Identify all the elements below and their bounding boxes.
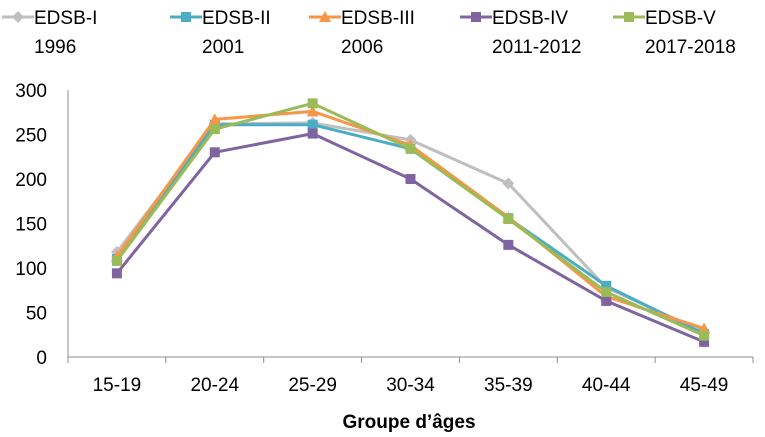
legend-item-edsb-ii: EDSB-II 2001 [170, 8, 271, 58]
y-axis: 0 50 100 150 200 250 300 [15, 81, 69, 369]
legend-label-period: 2017-2018 [645, 37, 736, 58]
x-tick-label: 45-49 [680, 375, 729, 396]
series-line [115, 132, 705, 344]
y-tick-label: 250 [15, 126, 47, 147]
legend-item-edsb-iv: EDSB-IV 2011-2012 [460, 8, 581, 58]
legend-marker [12, 11, 24, 23]
legend-marker [181, 12, 191, 22]
data-point [306, 105, 319, 117]
x-axis-title: Groupe d’âges [342, 412, 475, 433]
y-tick-label: 200 [15, 170, 47, 191]
legend-label: EDSB-I [34, 8, 97, 29]
legend-marker [471, 12, 481, 22]
x-tick-label: 25-29 [288, 375, 337, 396]
legend-label: EDSB-IV [492, 8, 568, 29]
data-point [503, 239, 514, 250]
x-tick-label: 20-24 [190, 375, 239, 396]
data-point [208, 113, 221, 125]
legend: EDSB-I 1996 EDSB-II 2001 EDSB-III 2006 EDSB-IV… [2, 8, 736, 58]
legend-marker [319, 11, 331, 22]
data-point [307, 98, 318, 109]
series-edsb-v [111, 98, 710, 341]
legend-label-period: 2011-2012 [492, 37, 581, 58]
x-tick-label: 30-34 [386, 375, 435, 396]
data-point [209, 147, 220, 158]
y-tick-label: 50 [26, 304, 47, 325]
legend-item-edsb-iii: EDSB-III 2006 [309, 8, 415, 58]
data-point [699, 336, 710, 347]
data-point [405, 143, 416, 154]
series-line [115, 123, 705, 336]
data-point [699, 330, 710, 341]
data-point [601, 295, 612, 306]
legend-item-edsb-v: EDSB-V 2017-2018 [613, 8, 736, 58]
data-point [502, 177, 515, 190]
legend-label: EDSB-III [341, 8, 415, 29]
x-tick-label: 15-19 [93, 375, 142, 396]
x-tick-label: 40-44 [582, 375, 631, 396]
data-point [601, 280, 612, 291]
legend-label-period: 2006 [341, 37, 383, 58]
data-point [111, 268, 122, 279]
y-tick-label: 300 [15, 81, 47, 102]
legend-label-period: 1996 [34, 37, 76, 58]
data-point [503, 214, 514, 225]
plot-area [110, 98, 711, 347]
legend-label-period: 2001 [202, 37, 244, 58]
data-point [111, 255, 122, 266]
legend-marker [624, 12, 634, 22]
legend-label: EDSB-V [645, 8, 716, 29]
data-point [405, 174, 416, 184]
y-tick-label: 0 [36, 348, 47, 369]
data-point [601, 287, 612, 298]
x-tick-label: 35-39 [484, 375, 533, 396]
legend-item-edsb-i: EDSB-I 1996 [2, 8, 97, 58]
series-edsb-iv [111, 128, 710, 347]
data-point [209, 124, 220, 135]
legend-label: EDSB-II [202, 8, 271, 29]
y-tick-label: 150 [15, 215, 47, 236]
data-point [307, 119, 318, 130]
y-tick-label: 100 [15, 259, 47, 280]
data-point [307, 128, 318, 139]
x-axis: 15-19 20-24 25-29 30-34 35-39 40-44 45-49 [67, 356, 754, 396]
